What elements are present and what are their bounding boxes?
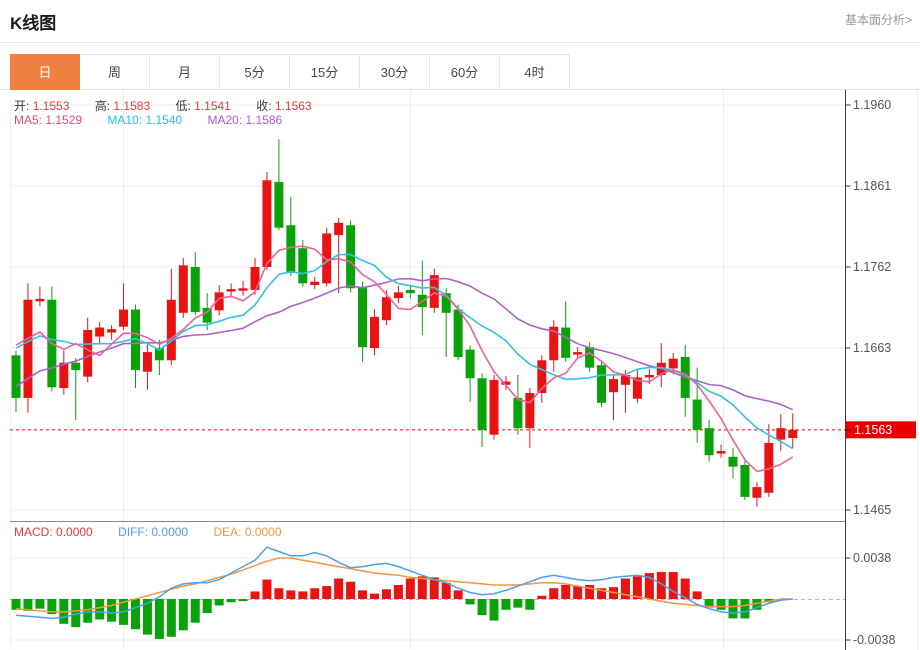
tab-60分[interactable]: 60分 <box>430 54 500 90</box>
diff-value: 0.0000 <box>151 525 189 539</box>
ma10-value: 1.1540 <box>145 113 183 127</box>
page-title: K线图 <box>10 14 57 33</box>
svg-text:-0.0038: -0.0038 <box>853 633 895 647</box>
dea-label: DEA: <box>213 525 242 539</box>
svg-text:1.1960: 1.1960 <box>853 98 891 112</box>
svg-text:1.1762: 1.1762 <box>853 260 891 274</box>
tab-周[interactable]: 周 <box>80 54 150 90</box>
interval-tabbar: 日周月 5分 15分 30分 60分 4时 <box>0 54 920 90</box>
ma5-value: 1.1529 <box>45 113 83 127</box>
ma5-label: MA5: <box>14 113 43 127</box>
panel-right-border <box>917 90 918 650</box>
dea-value: 0.0000 <box>244 525 282 539</box>
tab-15分[interactable]: 15分 <box>290 54 360 90</box>
open-label: 开: <box>14 99 30 113</box>
high-label: 高: <box>94 99 111 113</box>
open-value: 1.1553 <box>32 99 70 113</box>
low-value: 1.1541 <box>194 99 231 113</box>
tab-月[interactable]: 月 <box>150 54 220 90</box>
high-value: 1.1583 <box>113 99 151 113</box>
svg-text:1.1861: 1.1861 <box>853 179 891 193</box>
tab-30分[interactable]: 30分 <box>360 54 430 90</box>
ohlc-readout: 开: 1.1553 高: 1.1583 低: 1.1541 收: 1.1563 <box>14 97 334 114</box>
ma20-value: 1.1586 <box>245 113 283 127</box>
fundamental-analysis-link[interactable]: 基本面分析> <box>844 13 912 27</box>
close-value: 1.1563 <box>274 99 312 113</box>
close-label: 收: <box>256 99 272 113</box>
svg-text:0.0038: 0.0038 <box>853 551 891 565</box>
macd-readout: MACD: 0.0000 DIFF: 0.0000 DEA: 0.0000 <box>14 525 304 539</box>
interval-tabs: 日周月 5分 15分 30分 60分 4时 <box>10 54 570 90</box>
title-divider <box>0 42 920 43</box>
tab-日[interactable]: 日 <box>10 54 80 90</box>
ma20-label: MA20: <box>207 113 243 127</box>
diff-label: DIFF: <box>118 525 149 539</box>
low-label: 低: <box>175 99 191 113</box>
macd-label: MACD: <box>14 525 53 539</box>
macd-value: 0.0000 <box>56 525 93 539</box>
svg-text:1.1563: 1.1563 <box>854 423 892 437</box>
svg-text:1.1465: 1.1465 <box>853 503 891 517</box>
svg-text:1.1663: 1.1663 <box>853 341 891 355</box>
ma10-label: MA10: <box>107 113 143 127</box>
tab-4时[interactable]: 4时 <box>500 54 570 90</box>
tab-5分[interactable]: 5分 <box>220 54 290 90</box>
ma-readout: MA5: 1.1529 MA10: 1.1540 MA20: 1.1586 <box>14 113 304 127</box>
